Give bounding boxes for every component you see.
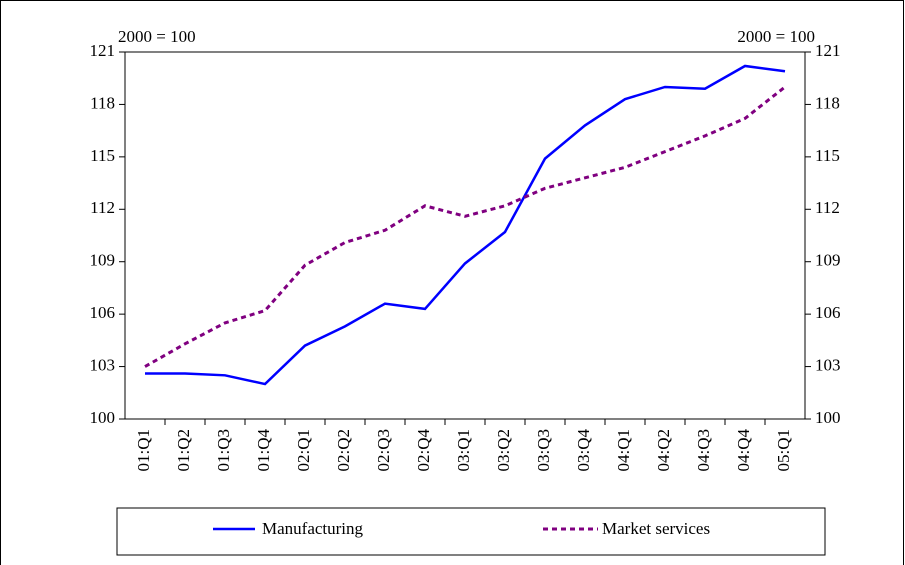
x-tick-label: 01:Q1	[134, 429, 153, 472]
x-tick-label: 01:Q3	[214, 429, 233, 472]
x-tick-label: 01:Q2	[174, 429, 193, 472]
x-tick-label: 03:Q4	[574, 429, 593, 472]
x-tick-label: 03:Q2	[494, 429, 513, 472]
y-axis-unit: 2000 = 100	[118, 27, 196, 46]
y2-tick-label: 112	[815, 198, 840, 217]
x-tick-label: 03:Q3	[534, 429, 553, 472]
y2-tick-label: 118	[815, 93, 840, 112]
plot-area	[124, 51, 806, 420]
legend	[116, 507, 826, 556]
series-line	[145, 64, 786, 386]
y-tick-label: 115	[90, 146, 115, 165]
y2-tick-label: 121	[815, 41, 841, 60]
x-tick-label: 04:Q3	[694, 429, 713, 472]
y-tick-label: 112	[90, 198, 115, 217]
y-tick-label: 106	[90, 303, 116, 322]
y-tick-label: 103	[90, 355, 116, 374]
series-line	[144, 85, 786, 368]
x-tick-label: 01:Q4	[254, 429, 273, 472]
x-tick-label: 02:Q4	[414, 429, 433, 472]
y-tick-label: 118	[90, 93, 115, 112]
y-tick-label: 109	[90, 251, 116, 270]
y2-tick-label: 109	[815, 251, 841, 270]
legend-label: Market services	[602, 519, 710, 538]
y2-tick-label: 103	[815, 355, 841, 374]
y-tick-label: 121	[90, 41, 116, 60]
legend-label: Manufacturing	[262, 519, 364, 538]
x-tick-label: 04:Q4	[734, 429, 753, 472]
x-tick-label: 02:Q2	[334, 429, 353, 472]
x-tick-label: 02:Q3	[374, 429, 393, 472]
x-tick-label: 04:Q2	[654, 429, 673, 472]
y2-tick-label: 100	[815, 408, 841, 427]
x-tick-label: 03:Q1	[454, 429, 473, 472]
y2-tick-label: 106	[815, 303, 841, 322]
y-tick-label: 100	[90, 408, 116, 427]
y2-axis-unit: 2000 = 100	[737, 27, 815, 46]
x-tick-label: 02:Q1	[294, 429, 313, 472]
x-tick-label: 05:Q1	[774, 429, 793, 472]
y2-tick-label: 115	[815, 146, 840, 165]
x-tick-label: 04:Q1	[614, 429, 633, 472]
